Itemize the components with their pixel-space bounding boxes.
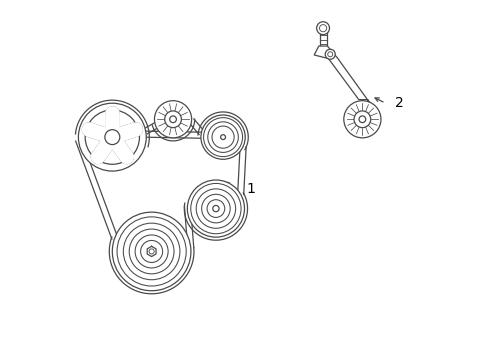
- Polygon shape: [313, 46, 370, 105]
- Circle shape: [164, 111, 181, 128]
- Circle shape: [85, 110, 139, 164]
- Circle shape: [220, 135, 225, 140]
- Circle shape: [154, 101, 191, 138]
- Circle shape: [212, 206, 219, 212]
- Circle shape: [169, 116, 176, 123]
- Circle shape: [358, 116, 365, 123]
- Circle shape: [112, 212, 190, 291]
- Circle shape: [353, 111, 370, 128]
- Circle shape: [316, 22, 329, 35]
- Circle shape: [325, 49, 335, 59]
- Circle shape: [104, 130, 120, 145]
- Circle shape: [343, 101, 380, 138]
- Text: 1: 1: [246, 182, 255, 196]
- Circle shape: [201, 115, 244, 159]
- Circle shape: [78, 103, 146, 171]
- Text: 2: 2: [394, 96, 403, 110]
- Circle shape: [187, 180, 244, 237]
